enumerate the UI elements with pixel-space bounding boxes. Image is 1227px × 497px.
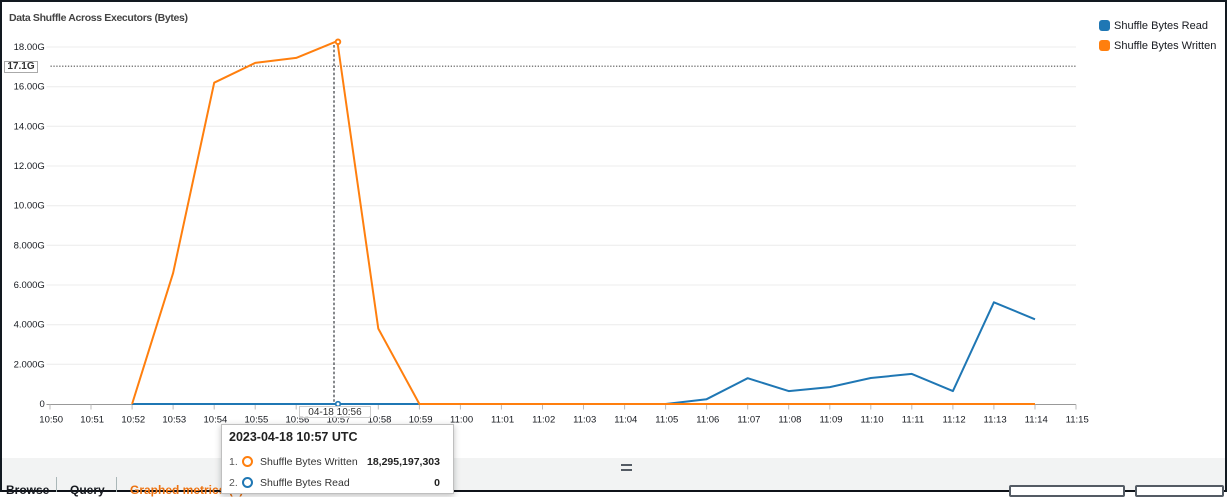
svg-text:11:14: 11:14 bbox=[1025, 415, 1048, 426]
svg-text:11:07: 11:07 bbox=[737, 415, 760, 426]
svg-text:11:10: 11:10 bbox=[860, 415, 883, 426]
svg-text:18.00G: 18.00G bbox=[14, 42, 45, 53]
svg-text:12.00G: 12.00G bbox=[14, 161, 45, 172]
svg-text:6.000G: 6.000G bbox=[14, 280, 45, 291]
svg-text:11:04: 11:04 bbox=[614, 415, 637, 426]
svg-text:10:51: 10:51 bbox=[80, 415, 104, 426]
svg-text:10:57: 10:57 bbox=[327, 415, 351, 426]
svg-text:10:52: 10:52 bbox=[121, 415, 145, 426]
svg-text:10:55: 10:55 bbox=[245, 415, 269, 426]
svg-text:11:08: 11:08 bbox=[778, 415, 801, 426]
svg-text:10:58: 10:58 bbox=[368, 415, 392, 426]
svg-text:11:06: 11:06 bbox=[696, 415, 719, 426]
svg-text:16.00G: 16.00G bbox=[14, 82, 45, 93]
svg-text:11:09: 11:09 bbox=[819, 415, 842, 426]
svg-text:11:05: 11:05 bbox=[655, 415, 678, 426]
svg-text:10:53: 10:53 bbox=[162, 415, 186, 426]
svg-text:10:56: 10:56 bbox=[286, 415, 310, 426]
svg-text:11:00: 11:00 bbox=[450, 415, 473, 426]
svg-text:10:54: 10:54 bbox=[204, 415, 228, 426]
svg-text:11:11: 11:11 bbox=[902, 415, 924, 426]
svg-text:11:13: 11:13 bbox=[984, 415, 1007, 426]
svg-text:11:12: 11:12 bbox=[943, 415, 966, 426]
svg-text:11:15: 11:15 bbox=[1066, 415, 1089, 426]
svg-text:10.00G: 10.00G bbox=[14, 201, 45, 212]
svg-text:2.000G: 2.000G bbox=[14, 359, 45, 370]
svg-text:0: 0 bbox=[40, 399, 45, 410]
svg-text:10:59: 10:59 bbox=[409, 415, 433, 426]
svg-text:11:01: 11:01 bbox=[491, 415, 514, 426]
svg-text:11:03: 11:03 bbox=[573, 415, 596, 426]
svg-text:11:02: 11:02 bbox=[532, 415, 555, 426]
svg-text:8.000G: 8.000G bbox=[14, 240, 45, 251]
svg-text:4.000G: 4.000G bbox=[14, 320, 45, 331]
svg-text:10:50: 10:50 bbox=[39, 415, 63, 426]
svg-text:14.00G: 14.00G bbox=[14, 121, 45, 132]
